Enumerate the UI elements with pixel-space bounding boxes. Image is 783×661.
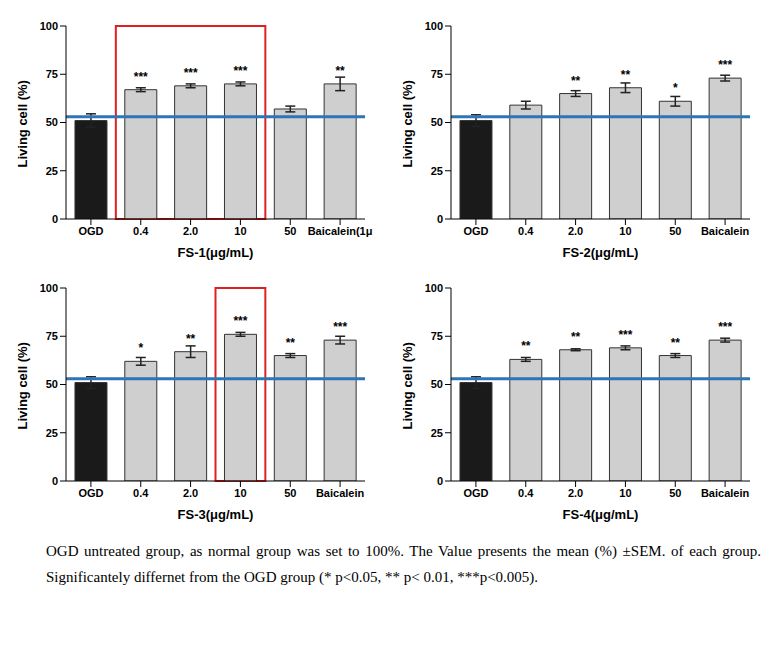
svg-text:FS-2(μg/mL): FS-2(μg/mL): [563, 245, 639, 260]
svg-text:FS-3(μg/mL): FS-3(μg/mL): [178, 507, 254, 522]
svg-text:Baicalein: Baicalein: [701, 487, 750, 499]
svg-text:2.0: 2.0: [183, 225, 198, 237]
svg-text:10: 10: [619, 225, 631, 237]
svg-text:75: 75: [46, 68, 58, 80]
svg-text:50: 50: [431, 378, 443, 390]
html-text:OGD untreated group, as normal: OGD untreated group, as normal group was…: [46, 543, 761, 585]
svg-text:10: 10: [619, 487, 631, 499]
svg-text:***: ***: [718, 58, 732, 72]
svg-text:100: 100: [40, 20, 58, 32]
svg-text:Living cell (%): Living cell (%): [400, 80, 415, 167]
svg-text:Baicalein: Baicalein: [701, 225, 750, 237]
svg-text:Baicalein(1μ: Baicalein(1μ: [308, 225, 373, 237]
svg-text:50: 50: [669, 487, 681, 499]
svg-text:***: ***: [233, 64, 247, 78]
svg-text:*: *: [673, 81, 678, 95]
svg-text:OGD: OGD: [463, 225, 488, 237]
svg-text:75: 75: [431, 68, 443, 80]
svg-text:0.4: 0.4: [133, 225, 149, 237]
svg-text:FS-1(μg/mL): FS-1(μg/mL): [178, 245, 254, 260]
svg-text:FS-4(μg/mL): FS-4(μg/mL): [563, 507, 639, 522]
svg-text:0: 0: [437, 475, 443, 487]
svg-text:0.4: 0.4: [518, 487, 534, 499]
svg-text:**: **: [571, 74, 581, 88]
svg-text:0: 0: [437, 213, 443, 225]
svg-text:100: 100: [425, 282, 443, 294]
svg-text:50: 50: [431, 116, 443, 128]
svg-text:Living cell (%): Living cell (%): [400, 342, 415, 429]
svg-text:100: 100: [425, 20, 443, 32]
svg-text:25: 25: [46, 165, 58, 177]
svg-text:**: **: [335, 64, 345, 78]
svg-text:10: 10: [234, 487, 246, 499]
svg-text:**: **: [621, 68, 631, 82]
svg-text:0.4: 0.4: [518, 225, 534, 237]
svg-text:50: 50: [284, 487, 296, 499]
svg-text:75: 75: [431, 330, 443, 342]
svg-text:*: *: [138, 341, 143, 355]
svg-text:OGD: OGD: [78, 487, 103, 499]
svg-text:2.0: 2.0: [568, 225, 583, 237]
svg-text:2.0: 2.0: [183, 487, 198, 499]
svg-text:50: 50: [46, 116, 58, 128]
svg-text:***: ***: [718, 320, 732, 334]
svg-text:**: **: [521, 339, 531, 353]
svg-text:**: **: [671, 336, 681, 350]
svg-text:0: 0: [52, 475, 58, 487]
svg-text:**: **: [571, 330, 581, 344]
svg-text:***: ***: [184, 66, 198, 80]
svg-text:***: ***: [134, 70, 148, 84]
svg-text:2.0: 2.0: [568, 487, 583, 499]
svg-text:***: ***: [233, 314, 247, 328]
svg-text:Living cell (%): Living cell (%): [15, 80, 30, 167]
svg-text:OGD: OGD: [463, 487, 488, 499]
svg-text:10: 10: [234, 225, 246, 237]
svg-text:Baicalein: Baicalein: [316, 487, 365, 499]
svg-text:50: 50: [669, 225, 681, 237]
svg-text:OGD: OGD: [78, 225, 103, 237]
svg-text:100: 100: [40, 282, 58, 294]
svg-text:Living cell (%): Living cell (%): [15, 342, 30, 429]
svg-text:0.4: 0.4: [133, 487, 149, 499]
svg-text:**: **: [186, 332, 196, 346]
svg-text:25: 25: [46, 427, 58, 439]
svg-text:50: 50: [284, 225, 296, 237]
svg-text:**: **: [286, 336, 296, 350]
svg-text:25: 25: [431, 165, 443, 177]
svg-text:50: 50: [46, 378, 58, 390]
svg-text:***: ***: [618, 328, 632, 342]
svg-text:***: ***: [333, 320, 347, 334]
svg-text:25: 25: [431, 427, 443, 439]
svg-text:75: 75: [46, 330, 58, 342]
svg-text:0: 0: [52, 213, 58, 225]
